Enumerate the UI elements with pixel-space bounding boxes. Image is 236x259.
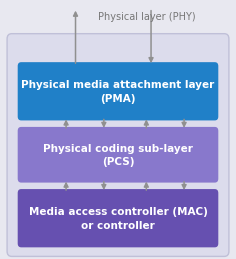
Text: Physical media attachment layer: Physical media attachment layer <box>21 80 215 90</box>
Text: Physical layer (PHY): Physical layer (PHY) <box>97 12 195 22</box>
Text: Media access controller (MAC): Media access controller (MAC) <box>29 207 207 217</box>
Text: (PCS): (PCS) <box>102 157 134 167</box>
FancyBboxPatch shape <box>18 62 218 120</box>
FancyBboxPatch shape <box>7 34 229 256</box>
Text: (PMA): (PMA) <box>100 94 136 104</box>
FancyBboxPatch shape <box>18 127 218 183</box>
FancyBboxPatch shape <box>18 189 218 247</box>
Text: Physical coding sub-layer: Physical coding sub-layer <box>43 144 193 154</box>
Text: or controller: or controller <box>81 221 155 231</box>
